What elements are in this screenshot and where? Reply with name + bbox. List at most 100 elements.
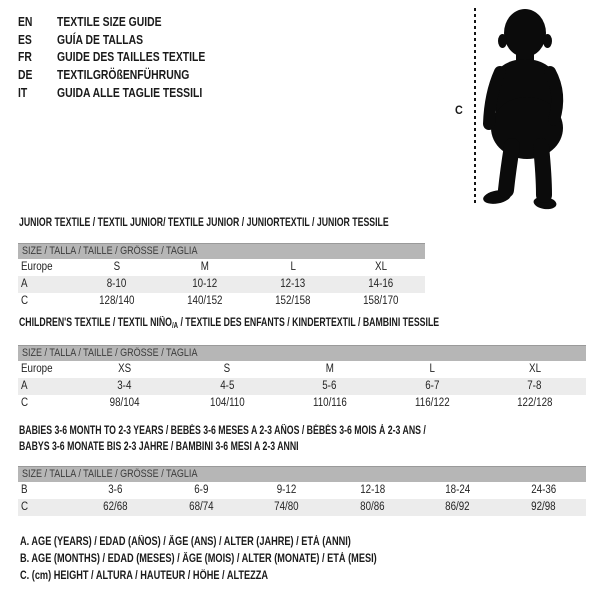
- table-row: A 3-4 4-5 5-6 6-7 7-8: [18, 378, 586, 395]
- language-title-text: GUÍA DE TALLAS: [57, 31, 144, 47]
- children-section-title-text: CHILDREN'S TEXTILE / TEXTIL NIÑO/A / TEX…: [19, 317, 440, 330]
- language-title: TEXTILGRÖßENFÜHRUNG: [57, 66, 222, 84]
- junior-size-table: SIZE / TALLA / TAILLE / GRÖSSE / TAGLIA …: [18, 243, 425, 310]
- row-label: A: [21, 380, 28, 392]
- table-cell: XL: [528, 363, 541, 375]
- row-label: Europe: [21, 363, 53, 375]
- language-row: EN TEXTILE SIZE GUIDE: [18, 13, 242, 31]
- language-title: GUIDE DES TAILLES TEXTILE: [57, 48, 242, 66]
- table-cell: 4-5: [219, 380, 234, 392]
- table-cell: 92/98: [531, 501, 556, 513]
- language-title-text: TEXTILE SIZE GUIDE: [57, 14, 162, 29]
- table-row: Europe XS S M L XL: [18, 361, 586, 378]
- language-row: FR GUIDE DES TAILLES TEXTILE: [18, 48, 242, 66]
- toddler-silhouette-icon: [483, 9, 564, 210]
- height-measure-label: C: [455, 103, 464, 117]
- table-cell: 8-10: [107, 278, 127, 290]
- table-cell: 7-8: [527, 380, 542, 392]
- language-code-text: IT: [18, 84, 28, 100]
- table-cell: 116/122: [414, 397, 450, 409]
- babies-section-title-line1: BABIES 3-6 MONTH TO 2-3 YEARS / BEBÉS 3-…: [19, 424, 554, 438]
- table-cell: 68/74: [189, 501, 214, 513]
- table-cell: 18-24: [445, 484, 471, 496]
- language-code: ES: [18, 31, 57, 49]
- table-cell: XL: [375, 261, 387, 273]
- language-title-list: EN TEXTILE SIZE GUIDE ES GUÍA DE TALLAS …: [18, 13, 242, 101]
- babies-size-table: SIZE / TALLA / TAILLE / GRÖSSE / TAGLIA …: [18, 466, 586, 516]
- children-size-table: SIZE / TALLA / TAILLE / GRÖSSE / TAGLIA …: [18, 345, 586, 412]
- size-header-text: SIZE / TALLA / TAILLE / GRÖSSE / TAGLIA: [22, 468, 198, 480]
- table-cell: 6-9: [194, 484, 209, 496]
- junior-section-title-text: JUNIOR TEXTILE / TEXTIL JUNIOR/ TEXTILE …: [19, 217, 389, 229]
- row-label: C: [21, 397, 29, 409]
- table-cell: 3-4: [117, 380, 132, 392]
- language-title-text: GUIDE DES TAILLES TEXTILE: [57, 49, 206, 65]
- table-cell: 74/80: [274, 501, 299, 513]
- table-cell: M: [200, 261, 210, 273]
- height-measure-line: [474, 8, 476, 206]
- table-row: C 62/68 68/74 74/80 80/86 86/92 92/98: [18, 499, 586, 516]
- language-code-text: EN: [18, 14, 33, 29]
- table-cell: 122/128: [516, 397, 553, 409]
- table-cell: 12-18: [359, 484, 385, 496]
- table-cell: 24-36: [530, 484, 556, 496]
- table-row: Europe S M L XL: [18, 259, 425, 276]
- babies-section-title-line2: BABYS 3-6 MONATE BIS 2-3 JAHRE / BAMBINI…: [19, 440, 387, 454]
- language-code: IT: [18, 84, 57, 102]
- language-code-text: DE: [18, 67, 33, 83]
- row-label: B: [21, 484, 28, 496]
- row-label: A: [21, 278, 28, 290]
- junior-table-header-bar: SIZE / TALLA / TAILLE / GRÖSSE / TAGLIA: [18, 243, 425, 259]
- table-cell: 128/140: [99, 295, 135, 307]
- table-cell: XS: [117, 363, 131, 375]
- table-cell: S: [223, 363, 231, 375]
- row-label: C: [21, 295, 29, 307]
- language-title-text: GUIDA ALLE TAGLIE TESSILI: [57, 84, 203, 100]
- table-cell: M: [325, 363, 334, 375]
- children-section-title: CHILDREN'S TEXTILE / TEXTIL NIÑO/A / TEX…: [19, 316, 572, 333]
- table-cell: 86/92: [445, 501, 470, 513]
- footnotes: A. AGE (YEARS) / EDAD (AÑOS) / ÂGE (ANS)…: [20, 534, 466, 585]
- table-cell: S: [113, 261, 121, 273]
- table-cell: L: [290, 261, 296, 273]
- title-subscript: /A: [171, 321, 179, 330]
- table-cell: 80/86: [360, 501, 385, 513]
- table-cell: 6-7: [425, 380, 440, 392]
- table-cell: 12-13: [280, 278, 306, 290]
- junior-section-title: JUNIOR TEXTILE / TEXTIL JUNIOR/ TEXTILE …: [19, 216, 505, 230]
- language-title-text: TEXTILGRÖßENFÜHRUNG: [57, 67, 190, 83]
- language-code: DE: [18, 66, 57, 84]
- table-cell: 158/170: [363, 295, 399, 307]
- size-header-text: SIZE / TALLA / TAILLE / GRÖSSE / TAGLIA: [22, 245, 198, 257]
- babies-section-title-line2-text: BABYS 3-6 MONATE BIS 2-3 JAHRE / BAMBINI…: [19, 441, 299, 453]
- table-cell: 140/152: [187, 295, 223, 307]
- babies-table-header-bar: SIZE / TALLA / TAILLE / GRÖSSE / TAGLIA: [18, 466, 586, 482]
- language-code-text: ES: [18, 31, 32, 47]
- babies-section-title-line1-text: BABIES 3-6 MONTH TO 2-3 YEARS / BEBÉS 3-…: [19, 425, 426, 437]
- row-label: C: [21, 501, 29, 513]
- table-cell: 3-6: [108, 484, 123, 496]
- table-row: C 98/104 104/110 110/116 116/122 122/128: [18, 395, 586, 412]
- table-row: B 3-6 6-9 9-12 12-18 18-24 24-36: [18, 482, 586, 499]
- language-row: DE TEXTILGRÖßENFÜHRUNG: [18, 66, 242, 84]
- table-cell: 14-16: [368, 278, 394, 290]
- size-header-text: SIZE / TALLA / TAILLE / GRÖSSE / TAGLIA: [22, 347, 198, 359]
- table-cell: L: [429, 363, 435, 375]
- row-label: Europe: [21, 261, 53, 273]
- language-row: ES GUÍA DE TALLAS: [18, 31, 242, 49]
- footnote-b: B. AGE (MONTHS) / EDAD (MESES) / ÂGE (MO…: [20, 553, 377, 565]
- table-row: A 8-10 10-12 12-13 14-16: [18, 276, 425, 293]
- language-title: TEXTILE SIZE GUIDE: [57, 13, 188, 31]
- table-cell: 110/116: [312, 397, 347, 409]
- language-title: GUÍA DE TALLAS: [57, 31, 165, 49]
- table-cell: 10-12: [192, 278, 218, 290]
- height-measure-label-text: C: [455, 103, 463, 117]
- table-cell: 152/158: [275, 295, 311, 307]
- table-cell: 104/110: [209, 397, 245, 409]
- language-code-text: FR: [18, 49, 32, 65]
- table-cell: 9-12: [276, 484, 297, 496]
- table-row: C 128/140 140/152 152/158 158/170: [18, 293, 425, 310]
- table-cell: 98/104: [109, 397, 140, 409]
- language-row: IT GUIDA ALLE TAGLIE TESSILI: [18, 84, 242, 102]
